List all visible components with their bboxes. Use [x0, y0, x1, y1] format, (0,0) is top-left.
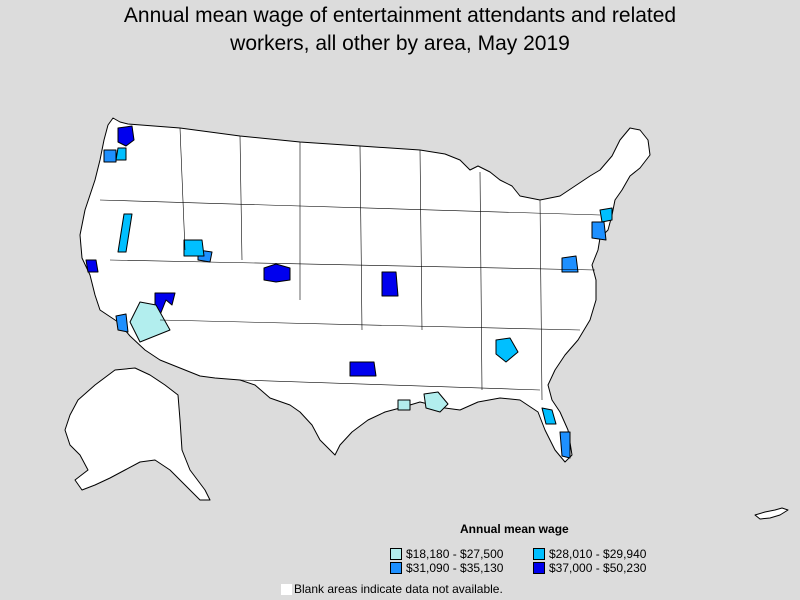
area-la [115, 313, 129, 333]
area-atlanta [495, 337, 519, 363]
blank-areas-note: Blank areas indicate data not available. [281, 582, 503, 596]
legend-item-4: $37,000 - $50,230 [533, 561, 646, 575]
area-dc [561, 255, 579, 273]
blank-swatch [281, 583, 292, 595]
area-denver [263, 263, 291, 283]
area-gulf [397, 399, 411, 411]
area-san-diego [129, 301, 171, 343]
legend-label-3: $31,090 - $35,130 [406, 561, 504, 575]
alaska [64, 367, 211, 501]
area-miami [559, 431, 571, 459]
legend-item-2: $28,010 - $29,940 [533, 547, 646, 561]
area-nj [599, 207, 613, 223]
legend-title: Annual mean wage [460, 522, 569, 536]
legend-swatch-3 [390, 562, 402, 574]
legend-swatch-1 [390, 548, 402, 560]
area-nyc [591, 221, 607, 241]
legend-swatch-2 [533, 548, 545, 560]
area-sf [85, 259, 99, 273]
page-title: Annual mean wage of entertainment attend… [0, 2, 800, 58]
area-seattle [117, 125, 135, 147]
title-line-2: workers, all other by area, May 2019 [230, 32, 570, 55]
area-new-orleans [423, 391, 449, 413]
area-dallas [349, 361, 377, 377]
legend-item-1: $18,180 - $27,500 [390, 547, 503, 561]
area-reno [117, 213, 133, 253]
hawaii [754, 507, 789, 520]
legend-label-1: $18,180 - $27,500 [406, 547, 504, 561]
contiguous-us [79, 117, 651, 463]
area-orlando [541, 407, 557, 425]
legend-swatch-4 [533, 562, 545, 574]
title-line-1: Annual mean wage of entertainment attend… [123, 4, 677, 27]
legend-label-2: $28,010 - $29,940 [549, 547, 647, 561]
note-text: Blank areas indicate data not available. [294, 582, 503, 596]
area-oregon [115, 147, 127, 161]
area-kansas [381, 271, 399, 297]
legend-item-3: $31,090 - $35,130 [390, 561, 503, 575]
area-salt-lake [183, 239, 205, 257]
legend-label-4: $37,000 - $50,230 [549, 561, 647, 575]
area-portland [103, 149, 117, 163]
